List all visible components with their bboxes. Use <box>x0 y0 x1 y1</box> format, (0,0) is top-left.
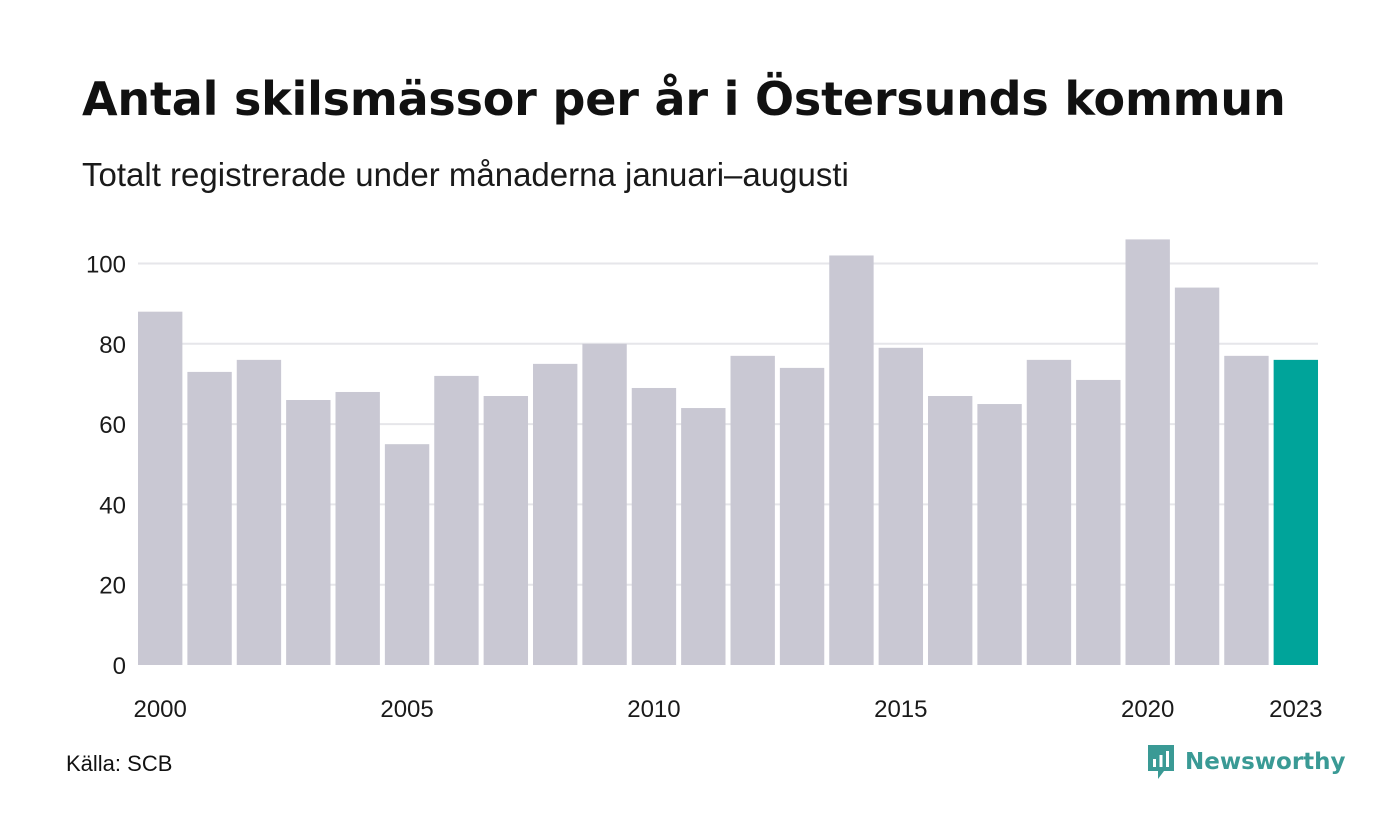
gridlines <box>138 262 1318 586</box>
chart-title: Antal skilsmässor per år i Östersunds ko… <box>82 72 1286 126</box>
newsworthy-logo-text: Newsworthy <box>1185 749 1346 775</box>
y-tick-label-20: 20 <box>99 573 126 600</box>
bar-2014 <box>829 255 874 665</box>
y-tick-label-60: 60 <box>99 412 126 439</box>
bars <box>138 239 1319 666</box>
bar-2007 <box>483 396 529 665</box>
x-tick-label-2020: 2020 <box>1121 696 1174 723</box>
y-tick-label-40: 40 <box>99 492 126 519</box>
bar-2019 <box>1076 379 1121 665</box>
bar-2022 <box>1224 355 1269 665</box>
x-tick-label-2015: 2015 <box>874 696 927 723</box>
bar-2011 <box>681 408 726 665</box>
newsworthy-logo: Newsworthy <box>1146 742 1346 782</box>
bar-2004 <box>335 391 380 665</box>
bar-2005 <box>384 444 430 665</box>
newsworthy-logo-icon <box>1148 745 1174 779</box>
bar-2021 <box>1174 287 1220 665</box>
y-axis: 0 20 40 60 80 100 <box>86 252 126 681</box>
bar-2000 <box>138 311 183 665</box>
x-tick-label-2000: 2000 <box>133 696 186 723</box>
bar-2023 <box>1273 359 1319 665</box>
y-tick-label-0: 0 <box>113 653 126 680</box>
bar-2016 <box>928 396 973 665</box>
bar-2017 <box>977 404 1022 665</box>
bar-2003 <box>286 400 331 665</box>
source-label: Källa: SCB <box>66 751 173 776</box>
bar-2009 <box>582 343 627 665</box>
bar-2015 <box>878 347 924 665</box>
y-tick-label-100: 100 <box>86 252 126 279</box>
bar-2001 <box>187 371 232 665</box>
x-axis: 2000 2005 2010 2015 2020 2023 <box>133 696 1322 723</box>
bar-2010 <box>631 387 677 665</box>
y-tick-label-80: 80 <box>99 332 126 359</box>
bar-2013 <box>779 367 825 665</box>
bar-2018 <box>1026 359 1072 665</box>
x-tick-label-2005: 2005 <box>380 696 433 723</box>
bar-2006 <box>434 375 479 665</box>
chart-subtitle: Totalt registrerade under månaderna janu… <box>82 156 849 193</box>
bar-2012 <box>730 355 775 665</box>
x-tick-label-2023: 2023 <box>1269 696 1322 723</box>
bar-2002 <box>236 359 282 665</box>
x-tick-label-2010: 2010 <box>627 696 680 723</box>
bar-2020 <box>1125 239 1170 665</box>
bar-2008 <box>533 363 578 666</box>
